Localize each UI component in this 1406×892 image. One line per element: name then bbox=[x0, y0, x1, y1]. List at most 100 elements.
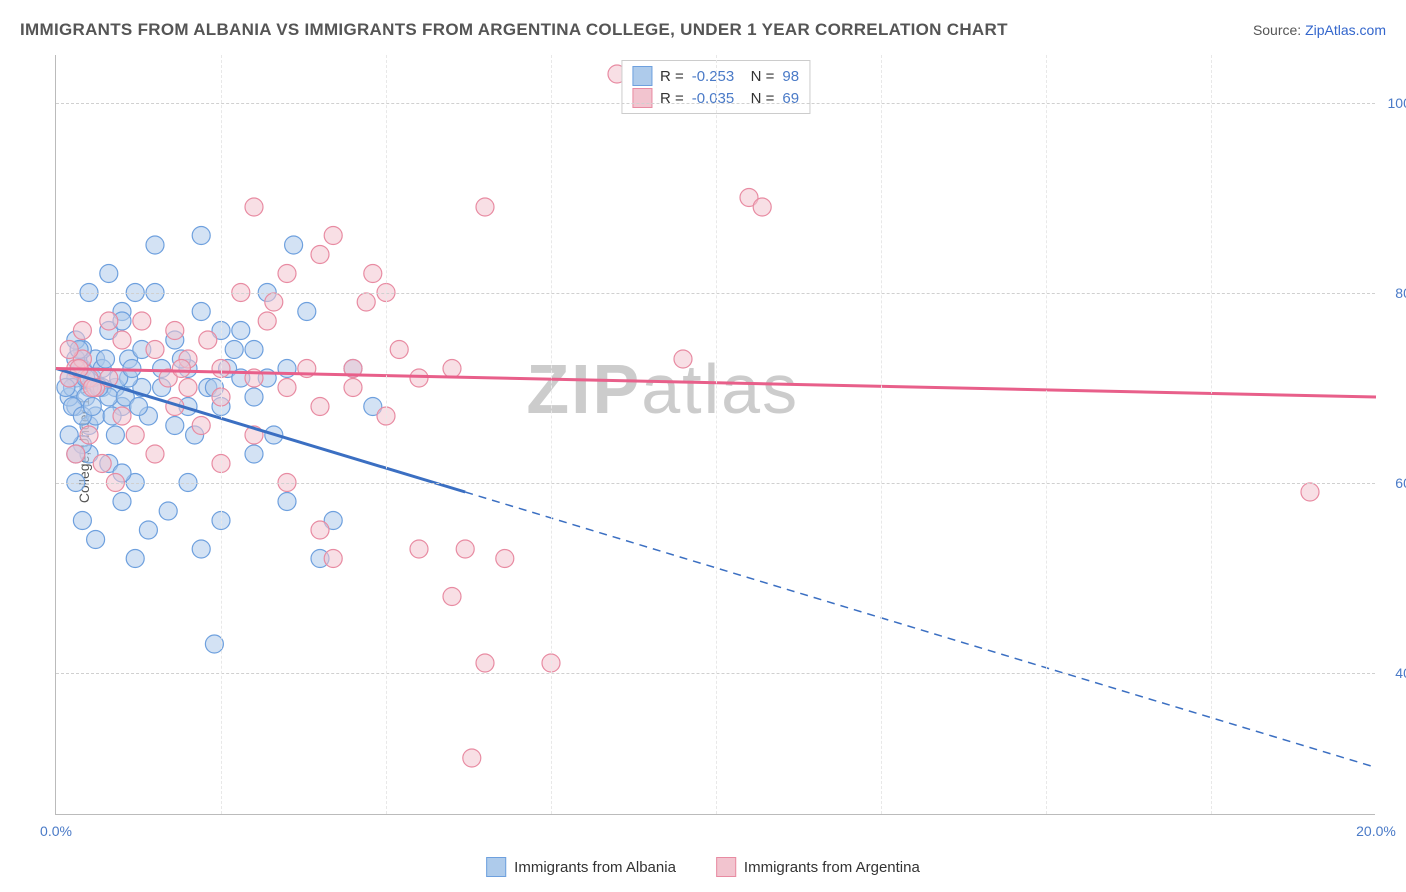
gridline-v bbox=[1211, 55, 1212, 814]
data-point bbox=[192, 417, 210, 435]
data-point bbox=[166, 417, 184, 435]
data-point bbox=[113, 407, 131, 425]
data-point bbox=[344, 379, 362, 397]
data-point bbox=[245, 388, 263, 406]
data-point bbox=[245, 198, 263, 216]
legend-swatch bbox=[632, 66, 652, 86]
gridline-v bbox=[716, 55, 717, 814]
data-point bbox=[139, 521, 157, 539]
data-point bbox=[285, 236, 303, 254]
data-point bbox=[67, 445, 85, 463]
data-point bbox=[80, 426, 98, 444]
data-point bbox=[463, 749, 481, 767]
xtick-label: 0.0% bbox=[40, 823, 72, 839]
data-point bbox=[159, 502, 177, 520]
data-point bbox=[311, 246, 329, 264]
legend-r-value: -0.035 bbox=[692, 90, 735, 107]
data-point bbox=[192, 227, 210, 245]
data-point bbox=[443, 360, 461, 378]
data-point bbox=[324, 227, 342, 245]
data-point bbox=[1301, 483, 1319, 501]
legend-n-value: 69 bbox=[782, 90, 799, 107]
data-point bbox=[146, 445, 164, 463]
data-point bbox=[166, 322, 184, 340]
data-point bbox=[364, 265, 382, 283]
legend-series-label: Immigrants from Albania bbox=[514, 859, 676, 876]
gridline-v bbox=[881, 55, 882, 814]
data-point bbox=[130, 398, 148, 416]
legend-n-label: N = bbox=[742, 68, 774, 85]
data-point bbox=[60, 341, 78, 359]
data-point bbox=[126, 550, 144, 568]
data-point bbox=[278, 265, 296, 283]
data-point bbox=[192, 303, 210, 321]
xtick-label: 20.0% bbox=[1356, 823, 1396, 839]
data-point bbox=[245, 445, 263, 463]
legend-n-label: N = bbox=[742, 90, 774, 107]
legend-swatch bbox=[632, 88, 652, 108]
data-point bbox=[298, 303, 316, 321]
chart-plot-area: College, Under 1 year ZIPatlas R = -0.25… bbox=[55, 55, 1375, 815]
legend-swatch bbox=[716, 857, 736, 877]
legend-r-label: R = bbox=[660, 68, 684, 85]
data-point bbox=[311, 398, 329, 416]
data-point bbox=[179, 379, 197, 397]
data-point bbox=[476, 198, 494, 216]
gridline-v bbox=[221, 55, 222, 814]
source-link[interactable]: ZipAtlas.com bbox=[1305, 22, 1386, 38]
gridline-v bbox=[1046, 55, 1047, 814]
data-point bbox=[390, 341, 408, 359]
data-point bbox=[496, 550, 514, 568]
legend-series-label: Immigrants from Argentina bbox=[744, 859, 920, 876]
data-point bbox=[60, 426, 78, 444]
data-point bbox=[123, 360, 141, 378]
legend-n-value: 98 bbox=[782, 68, 799, 85]
data-point bbox=[225, 341, 243, 359]
data-point bbox=[106, 426, 124, 444]
data-point bbox=[93, 455, 111, 473]
data-point bbox=[100, 312, 118, 330]
legend-swatch bbox=[486, 857, 506, 877]
data-point bbox=[258, 312, 276, 330]
data-point bbox=[311, 521, 329, 539]
data-point bbox=[232, 322, 250, 340]
data-point bbox=[324, 550, 342, 568]
legend-series-item: Immigrants from Argentina bbox=[716, 857, 920, 877]
data-point bbox=[753, 198, 771, 216]
data-point bbox=[476, 654, 494, 672]
gridline-v bbox=[386, 55, 387, 814]
data-point bbox=[199, 331, 217, 349]
source-prefix: Source: bbox=[1253, 22, 1305, 38]
regression-line-extrapolated bbox=[465, 492, 1376, 768]
source-attribution: Source: ZipAtlas.com bbox=[1253, 22, 1386, 38]
chart-header: IMMIGRANTS FROM ALBANIA VS IMMIGRANTS FR… bbox=[20, 20, 1386, 40]
data-point bbox=[265, 293, 283, 311]
data-point bbox=[172, 360, 190, 378]
gridline-v bbox=[551, 55, 552, 814]
data-point bbox=[73, 322, 91, 340]
series-legend: Immigrants from Albania Immigrants from A… bbox=[486, 857, 920, 877]
data-point bbox=[192, 540, 210, 558]
data-point bbox=[146, 341, 164, 359]
data-point bbox=[83, 398, 101, 416]
legend-series-item: Immigrants from Albania bbox=[486, 857, 676, 877]
data-point bbox=[113, 331, 131, 349]
data-point bbox=[100, 265, 118, 283]
data-point bbox=[133, 312, 151, 330]
data-point bbox=[146, 236, 164, 254]
data-point bbox=[73, 512, 91, 530]
data-point bbox=[97, 350, 115, 368]
ytick-label: 100.0% bbox=[1380, 95, 1406, 111]
data-point bbox=[456, 540, 474, 558]
data-point bbox=[357, 293, 375, 311]
data-point bbox=[87, 531, 105, 549]
data-point bbox=[126, 426, 144, 444]
chart-title: IMMIGRANTS FROM ALBANIA VS IMMIGRANTS FR… bbox=[20, 20, 1008, 40]
ytick-label: 80.0% bbox=[1380, 285, 1406, 301]
data-point bbox=[113, 493, 131, 511]
data-point bbox=[410, 540, 428, 558]
data-point bbox=[674, 350, 692, 368]
data-point bbox=[278, 493, 296, 511]
legend-r-value: -0.253 bbox=[692, 68, 735, 85]
data-point bbox=[278, 379, 296, 397]
